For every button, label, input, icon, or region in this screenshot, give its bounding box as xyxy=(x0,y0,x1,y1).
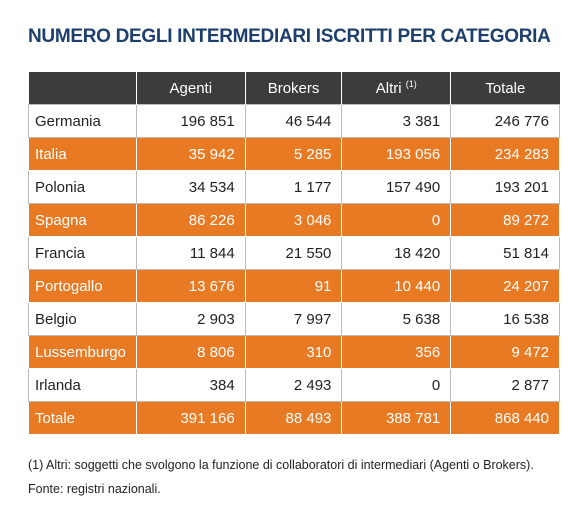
cell: 2 493 xyxy=(244,368,343,402)
cell: 8 806 xyxy=(135,335,246,369)
row-label: Lussemburgo xyxy=(28,335,137,369)
data-table: Agenti Brokers Altri (1) Totale Germania 196… xyxy=(28,72,560,435)
cell: 0 xyxy=(341,203,452,237)
row-label: Francia xyxy=(28,236,137,270)
cell: 391 166 xyxy=(135,401,246,435)
cell: 388 781 xyxy=(341,401,452,435)
cell: 16 538 xyxy=(450,302,560,336)
cell: 356 xyxy=(341,335,452,369)
header-cell: Brokers xyxy=(244,72,342,105)
row-label: Polonia xyxy=(28,170,137,204)
row-label: Irlanda xyxy=(28,368,137,402)
cell: 3 046 xyxy=(244,203,343,237)
cell: 868 440 xyxy=(450,401,560,435)
cell: 234 283 xyxy=(450,137,560,171)
cell: 246 776 xyxy=(450,104,560,138)
header-cell: Agenti xyxy=(135,72,246,105)
header-label: Brokers xyxy=(267,79,320,97)
cell: 34 534 xyxy=(135,170,246,204)
header-cell: Altri (1) xyxy=(341,72,451,105)
cell: 89 272 xyxy=(450,203,560,237)
table-row: Portogallo 13 676 91 10 440 24 207 xyxy=(28,269,560,303)
table-row: Spagna 86 226 3 046 0 89 272 xyxy=(28,203,560,237)
header-cell: Totale xyxy=(450,72,560,105)
cell: 11 844 xyxy=(135,236,246,270)
row-label: Belgio xyxy=(28,302,137,336)
table-row: Francia 11 844 21 550 18 420 51 814 xyxy=(28,236,560,270)
cell: 24 207 xyxy=(450,269,560,303)
header-cell xyxy=(28,72,137,105)
header-row: Agenti Brokers Altri (1) Totale xyxy=(28,72,560,105)
cell: 0 xyxy=(341,368,452,402)
title: NUMERO DEGLI INTERMEDIARI ISCRITTI PER C… xyxy=(28,26,551,47)
header-label: Agenti xyxy=(169,79,213,97)
cell: 157 490 xyxy=(341,170,452,204)
cell: 193 056 xyxy=(341,137,452,171)
table-row: Lussemburgo 8 806 310 356 9 472 xyxy=(28,335,560,369)
cell: 9 472 xyxy=(450,335,560,369)
cell: 2 877 xyxy=(450,368,560,402)
table-row: Totale 391 166 88 493 388 781 868 440 xyxy=(28,401,560,435)
row-label: Germania xyxy=(28,104,137,138)
table-row: Italia 35 942 5 285 193 056 234 283 xyxy=(28,137,560,171)
table-row: Polonia 34 534 1 177 157 490 193 201 xyxy=(28,170,560,204)
header-label: Totale xyxy=(485,79,526,97)
cell: 88 493 xyxy=(244,401,343,435)
table-row: Belgio 2 903 7 997 5 638 16 538 xyxy=(28,302,560,336)
row-label: Portogallo xyxy=(28,269,137,303)
cell: 35 942 xyxy=(135,137,246,171)
cell: 3 381 xyxy=(341,104,452,138)
cell: 51 814 xyxy=(450,236,560,270)
cell: 18 420 xyxy=(341,236,452,270)
cell: 1 177 xyxy=(244,170,343,204)
table-row: Irlanda 384 2 493 0 2 877 xyxy=(28,368,560,402)
footnote: Fonte: registri nazionali. xyxy=(28,482,161,496)
row-label: Spagna xyxy=(28,203,137,237)
cell: 5 638 xyxy=(341,302,452,336)
cell: 7 997 xyxy=(244,302,343,336)
cell: 91 xyxy=(244,269,343,303)
header-note: (1) xyxy=(405,79,417,89)
cell: 2 903 xyxy=(135,302,246,336)
footnote: (1) Altri: soggetti che svolgono la funz… xyxy=(28,458,534,472)
cell: 5 285 xyxy=(244,137,343,171)
cell: 46 544 xyxy=(244,104,343,138)
row-label: Totale xyxy=(28,401,137,435)
header-label: Altri xyxy=(375,80,402,97)
row-label: Italia xyxy=(28,137,137,171)
cell: 193 201 xyxy=(450,170,560,204)
cell: 10 440 xyxy=(341,269,452,303)
table-row: Germania 196 851 46 544 3 381 246 776 xyxy=(28,104,560,138)
cell: 384 xyxy=(135,368,246,402)
cell: 310 xyxy=(244,335,343,369)
cell: 196 851 xyxy=(135,104,246,138)
cell: 86 226 xyxy=(135,203,246,237)
cell: 21 550 xyxy=(244,236,343,270)
cell: 13 676 xyxy=(135,269,246,303)
